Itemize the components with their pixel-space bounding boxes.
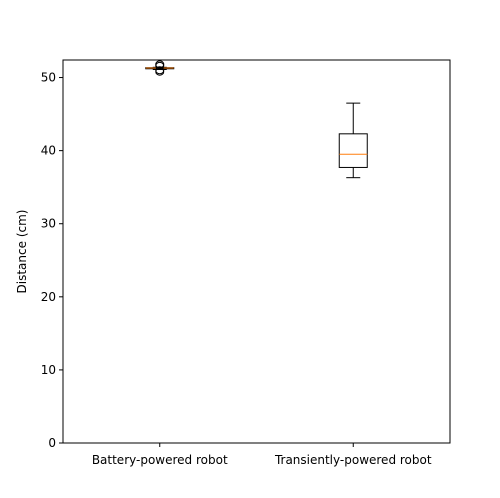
y-tick-label: 0 <box>48 436 56 450</box>
y-tick-label: 40 <box>41 144 56 158</box>
outlier-point <box>155 60 165 69</box>
outlier-point <box>155 66 165 75</box>
y-tick-label: 30 <box>41 217 56 231</box>
iqr-box <box>338 133 368 168</box>
y-tick-label: 50 <box>41 71 56 85</box>
box-series-1 <box>145 60 175 76</box>
y-axis-ticks: 0 10 20 30 40 50 <box>41 71 63 450</box>
x-tick-label: Battery-powered robot <box>92 453 228 467</box>
x-axis-ticks: Battery-powered robot Transiently-powered… <box>92 443 432 467</box>
y-tick-label: 20 <box>41 290 56 304</box>
plot-layer <box>145 60 368 179</box>
y-tick-label: 10 <box>41 363 56 377</box>
x-tick-label: Transiently-powered robot <box>274 453 432 467</box>
plot-frame <box>62 59 451 444</box>
y-axis-label: Distance (cm) <box>15 210 29 294</box>
box-series-2 <box>338 102 368 179</box>
